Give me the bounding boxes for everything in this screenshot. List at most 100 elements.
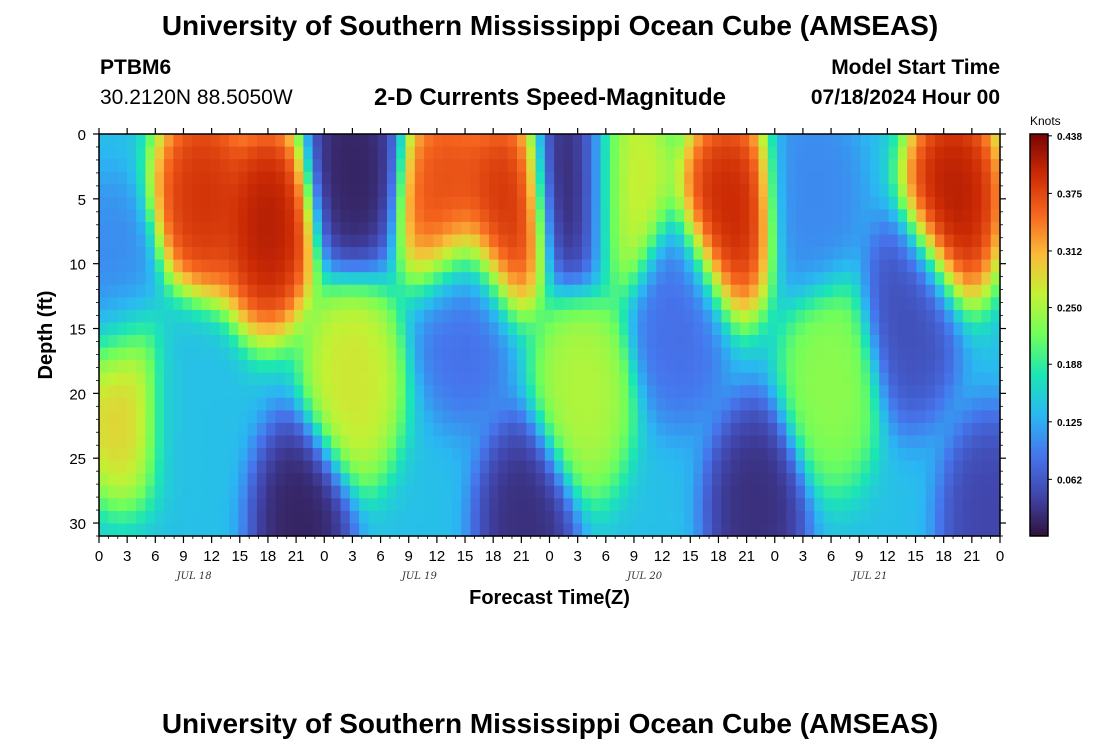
heatmap-cell bbox=[619, 234, 630, 248]
heatmap-cell bbox=[136, 159, 147, 173]
heatmap-cell bbox=[126, 221, 137, 236]
heatmap-cell bbox=[897, 347, 908, 361]
heatmap-cell bbox=[349, 335, 360, 349]
heatmap-cell bbox=[786, 196, 797, 210]
heatmap-cell bbox=[489, 422, 500, 437]
heatmap-cell bbox=[804, 448, 815, 462]
heatmap-cell bbox=[526, 259, 537, 273]
heatmap-cell bbox=[145, 171, 156, 185]
heatmap-cell bbox=[869, 209, 880, 223]
x-tick-label: 15 bbox=[231, 548, 248, 565]
heatmap-cell bbox=[321, 372, 332, 386]
heatmap-cell bbox=[136, 184, 147, 198]
heatmap-cell bbox=[563, 171, 574, 185]
heatmap-cell bbox=[507, 196, 518, 210]
heatmap-cell bbox=[609, 360, 620, 374]
heatmap-cell bbox=[702, 485, 713, 499]
heatmap-cell bbox=[758, 410, 769, 424]
heatmap-cell bbox=[108, 146, 119, 160]
heatmap-cell bbox=[721, 196, 732, 210]
heatmap-cell bbox=[860, 435, 871, 449]
heatmap-cell bbox=[99, 196, 109, 210]
heatmap-cell bbox=[405, 309, 416, 324]
heatmap-cell bbox=[182, 272, 193, 286]
heatmap-cell bbox=[953, 372, 964, 386]
heatmap-cell bbox=[247, 335, 258, 349]
heatmap-cell bbox=[860, 485, 871, 499]
heatmap-cell bbox=[684, 221, 695, 236]
heatmap-cell bbox=[238, 234, 249, 248]
heatmap-cell bbox=[368, 196, 379, 210]
heatmap-cell bbox=[721, 284, 732, 298]
x-tick-label: 0 bbox=[545, 548, 553, 565]
heatmap-cell bbox=[544, 460, 555, 474]
heatmap-cell bbox=[312, 485, 323, 499]
heatmap-cell bbox=[777, 322, 787, 336]
heatmap-cell bbox=[191, 360, 202, 374]
heatmap-cell bbox=[498, 297, 509, 311]
heatmap-cell bbox=[256, 372, 267, 386]
heatmap-cell bbox=[767, 347, 778, 361]
heatmap-cell bbox=[609, 422, 620, 437]
heatmap-cell bbox=[154, 171, 165, 185]
heatmap-cell bbox=[424, 335, 434, 349]
heatmap-cell bbox=[377, 196, 388, 210]
heatmap-cell bbox=[684, 347, 695, 361]
heatmap-cell bbox=[126, 510, 137, 525]
heatmap-cell bbox=[944, 510, 955, 525]
heatmap-cell bbox=[990, 498, 1001, 512]
heatmap-cell bbox=[582, 134, 592, 148]
heatmap-cell bbox=[804, 159, 815, 173]
heatmap-cell bbox=[628, 473, 639, 487]
heatmap-cell bbox=[693, 184, 704, 198]
heatmap-cell bbox=[191, 322, 202, 336]
heatmap-cell bbox=[377, 397, 388, 411]
heatmap-cell bbox=[767, 221, 778, 236]
heatmap-cell bbox=[340, 473, 351, 487]
heatmap-cell bbox=[433, 435, 444, 449]
heatmap-cell bbox=[256, 448, 267, 462]
heatmap-cell bbox=[693, 297, 704, 311]
heatmap-cell bbox=[879, 372, 890, 386]
heatmap-cell bbox=[693, 372, 704, 386]
heatmap-cell bbox=[925, 347, 936, 361]
heatmap-cell bbox=[684, 259, 695, 273]
heatmap-cell bbox=[312, 448, 323, 462]
heatmap-cell bbox=[953, 422, 964, 437]
heatmap-cell bbox=[860, 184, 871, 198]
heatmap-cell bbox=[451, 234, 462, 248]
heatmap-cell bbox=[266, 510, 277, 525]
heatmap-cell bbox=[563, 397, 574, 411]
heatmap-cell bbox=[145, 372, 156, 386]
heatmap-cell bbox=[126, 485, 137, 499]
heatmap-cell bbox=[405, 221, 416, 236]
heatmap-cell bbox=[507, 372, 518, 386]
heatmap-cell bbox=[879, 360, 890, 374]
heatmap-cell bbox=[795, 247, 806, 261]
heatmap-cell bbox=[368, 372, 379, 386]
heatmap-cell bbox=[767, 435, 778, 449]
heatmap-cell bbox=[544, 272, 555, 286]
heatmap-cell bbox=[944, 196, 955, 210]
heatmap-cell bbox=[247, 485, 258, 499]
heatmap-cell bbox=[461, 259, 472, 273]
heatmap-cell bbox=[331, 196, 342, 210]
heatmap-cell bbox=[897, 159, 908, 173]
heatmap-cell bbox=[712, 335, 722, 349]
heatmap-cell bbox=[479, 347, 490, 361]
heatmap-cell bbox=[981, 460, 992, 474]
heatmap-cell bbox=[108, 485, 119, 499]
heatmap-cell bbox=[758, 347, 769, 361]
heatmap-cell bbox=[461, 221, 472, 236]
heatmap-cell bbox=[414, 221, 425, 236]
heatmap-cell bbox=[962, 335, 973, 349]
heatmap-cell bbox=[368, 221, 379, 236]
heatmap-cell bbox=[229, 146, 239, 160]
heatmap-cell bbox=[386, 410, 397, 424]
heatmap-cell bbox=[823, 284, 834, 298]
heatmap-cell bbox=[674, 221, 685, 236]
heatmap-cell bbox=[795, 448, 806, 462]
heatmap-cell bbox=[424, 309, 434, 324]
heatmap-cell bbox=[359, 297, 369, 311]
heatmap-cell bbox=[303, 134, 314, 148]
